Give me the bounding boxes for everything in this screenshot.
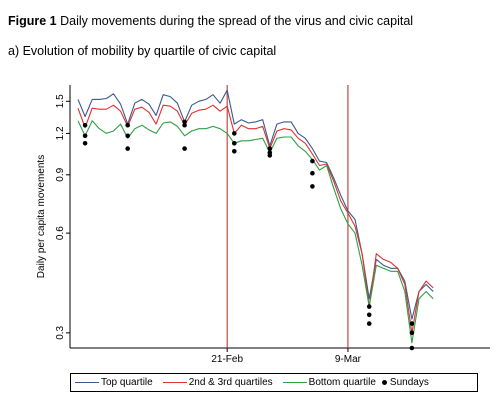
legend-label-bottom: Bottom quartile — [308, 377, 376, 388]
series-line-middle-quartiles — [77, 104, 434, 334]
series-line-bottom-quartile — [77, 120, 434, 344]
sunday-point — [125, 122, 130, 128]
event-lines — [226, 85, 349, 348]
series-line-top-quartile — [77, 89, 434, 320]
legend-swatch-middle — [162, 382, 187, 383]
sunday-point — [310, 170, 315, 176]
sunday-point — [232, 149, 237, 154]
figure-title-text: Daily movements during the spread of the… — [60, 14, 414, 28]
sunday-point — [310, 158, 315, 164]
sunday-point — [310, 184, 315, 189]
sunday-point — [82, 133, 88, 139]
sunday-point — [366, 304, 372, 309]
y-tick-label: 0.9 — [55, 167, 66, 181]
sunday-point — [409, 345, 415, 351]
chart-axes — [69, 85, 490, 349]
sunday-point — [409, 321, 415, 326]
x-ticks: 21-Feb 9-Mar — [211, 348, 362, 365]
sunday-point — [232, 131, 237, 136]
legend-label-sundays: Sundays — [389, 377, 429, 388]
sunday-point — [82, 122, 88, 128]
x-tick-label: 9-Mar — [335, 354, 362, 365]
y-ticks: 0.3 0.6 0.9 1.2 1.5 — [55, 94, 70, 340]
legend-dot-sundays — [381, 380, 387, 385]
sunday-point — [409, 330, 415, 336]
series-group — [77, 89, 434, 344]
y-tick-label: 1.2 — [55, 126, 66, 140]
sunday-point — [182, 122, 187, 128]
sunday-point — [232, 141, 237, 146]
y-tick-label: 0.3 — [55, 325, 66, 339]
legend-label-top: Top quartile — [101, 377, 153, 388]
figure-subtitle: a) Evolution of mobility by quartile of … — [8, 44, 277, 58]
legend-swatch-bottom — [282, 382, 307, 383]
sunday-point — [267, 146, 273, 151]
legend-item-bottom: Bottom quartile — [282, 377, 376, 388]
legend-item-middle: 2nd & 3rd quartiles — [162, 377, 273, 388]
x-tick-label: 21-Feb — [211, 354, 243, 365]
figure-title: Figure 1 Daily movements during the spre… — [8, 14, 413, 28]
sunday-point — [125, 146, 130, 151]
figure-label: Figure 1 — [8, 14, 57, 28]
sunday-markers — [82, 119, 415, 351]
y-tick-label: 1.5 — [55, 94, 66, 108]
y-tick-label: 0.6 — [55, 226, 66, 240]
legend-label-middle: 2nd & 3rd quartiles — [188, 377, 273, 388]
sunday-point — [182, 119, 187, 125]
sunday-point — [267, 153, 273, 158]
legend-swatch-top — [75, 382, 99, 383]
legend: Top quartile 2nd & 3rd quartiles Bottom … — [70, 373, 478, 392]
sunday-point — [366, 312, 372, 318]
sunday-point — [182, 146, 187, 151]
sunday-point — [82, 141, 88, 146]
sunday-point — [366, 321, 372, 326]
legend-item-sundays: Sundays — [381, 377, 429, 388]
y-axis-label: Daily per capita movements — [36, 155, 47, 278]
sunday-point — [125, 133, 130, 139]
legend-item-top: Top quartile — [75, 377, 153, 388]
